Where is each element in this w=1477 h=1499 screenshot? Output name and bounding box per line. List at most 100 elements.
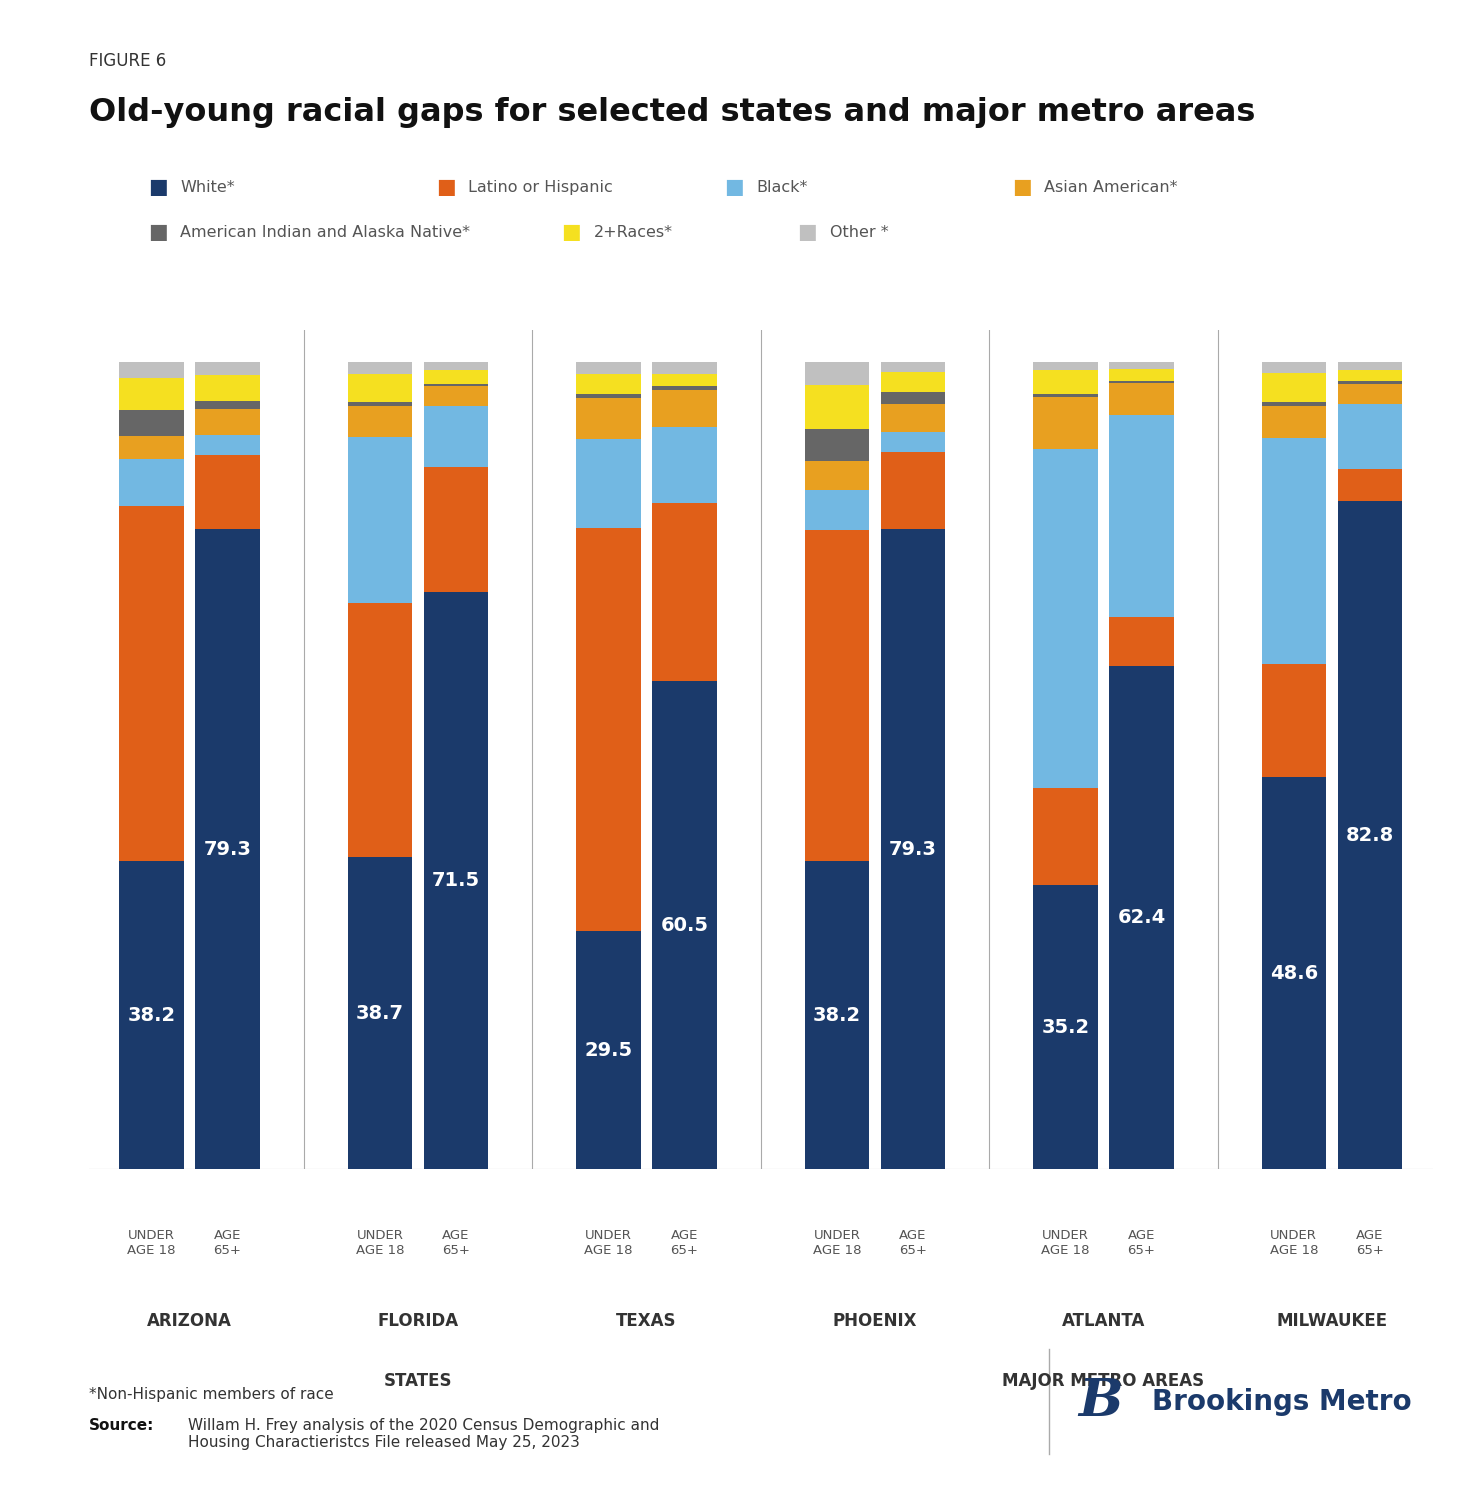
Text: Source:: Source: [89,1418,154,1433]
Text: 2+Races*: 2+Races* [594,225,672,240]
Bar [120,505,183,860]
Text: UNDER
AGE 18: UNDER AGE 18 [583,1229,632,1258]
Bar [880,391,945,405]
Bar [653,363,716,375]
Text: MAJOR METRO AREAS: MAJOR METRO AREAS [1003,1372,1204,1390]
Bar [1338,363,1402,370]
Bar [1338,370,1402,381]
Text: Other *: Other * [830,225,889,240]
Text: STATES: STATES [384,1372,452,1390]
Bar [576,528,641,931]
Text: 79.3: 79.3 [204,839,251,859]
Text: 38.2: 38.2 [812,1006,861,1024]
Bar [347,603,412,857]
Bar [120,363,183,378]
Bar [805,462,868,490]
Bar [347,363,412,375]
Text: ■: ■ [1012,177,1031,198]
Text: AGE
65+: AGE 65+ [1356,1229,1384,1258]
Text: AGE
65+: AGE 65+ [671,1229,699,1258]
Text: MILWAUKEE: MILWAUKEE [1276,1312,1387,1330]
Text: ■: ■ [798,222,817,243]
Bar [653,387,716,390]
Bar [880,363,945,372]
Text: 60.5: 60.5 [660,916,709,934]
Bar [576,394,641,399]
Bar [195,400,260,409]
Bar [1338,405,1402,469]
Bar [347,375,412,402]
Text: 38.7: 38.7 [356,1003,403,1022]
Bar [424,406,489,468]
Bar [1032,884,1097,1169]
Bar [347,438,412,603]
Text: Black*: Black* [756,180,808,195]
Bar [347,402,412,406]
Bar [1261,438,1326,664]
Bar [1109,369,1174,381]
Bar [195,363,260,375]
Bar [805,860,868,1169]
Bar [1109,384,1174,415]
Bar [1338,384,1402,405]
Bar [1109,618,1174,666]
Bar [120,411,183,436]
Bar [424,468,489,592]
Bar [805,490,868,531]
Bar [1261,373,1326,402]
Bar [1338,501,1402,1169]
Text: 82.8: 82.8 [1346,826,1394,844]
Bar [880,432,945,453]
Bar [1032,397,1097,450]
Bar [347,857,412,1169]
Bar [424,387,489,406]
Text: Willam H. Frey analysis of the 2020 Census Demographic and
Housing Charactierist: Willam H. Frey analysis of the 2020 Cens… [188,1418,659,1451]
Bar [880,529,945,1169]
Bar [1109,666,1174,1169]
Bar [653,427,716,504]
Bar [653,390,716,427]
Text: 48.6: 48.6 [1270,964,1317,982]
Bar [1032,394,1097,397]
Bar [195,454,260,529]
Text: ATLANTA: ATLANTA [1062,1312,1145,1330]
Bar [195,409,260,435]
Bar [195,435,260,454]
Bar [576,375,641,394]
Text: White*: White* [180,180,235,195]
Text: Asian American*: Asian American* [1044,180,1177,195]
Text: 35.2: 35.2 [1041,1018,1090,1037]
Bar [576,931,641,1169]
Bar [120,436,183,459]
Bar [1261,363,1326,373]
Text: FIGURE 6: FIGURE 6 [89,52,165,70]
Text: UNDER
AGE 18: UNDER AGE 18 [1041,1229,1090,1258]
Bar [653,681,716,1169]
Text: PHOENIX: PHOENIX [833,1312,917,1330]
Bar [120,459,183,505]
Bar [1032,370,1097,394]
Text: American Indian and Alaska Native*: American Indian and Alaska Native* [180,225,470,240]
Bar [805,385,868,429]
Text: AGE
65+: AGE 65+ [899,1229,928,1258]
Text: FLORIDA: FLORIDA [377,1312,458,1330]
Text: 29.5: 29.5 [585,1040,632,1060]
Bar [195,529,260,1169]
Bar [1261,406,1326,438]
Bar [424,370,489,384]
Text: B: B [1078,1376,1123,1427]
Text: 71.5: 71.5 [431,871,480,890]
Bar [576,363,641,375]
Text: AGE
65+: AGE 65+ [1127,1229,1155,1258]
Text: ARIZONA: ARIZONA [148,1312,232,1330]
Text: 38.2: 38.2 [127,1006,176,1024]
Bar [653,504,716,681]
Bar [1032,363,1097,370]
Text: *Non-Hispanic members of race: *Non-Hispanic members of race [89,1387,334,1402]
Bar [653,375,716,387]
Text: 79.3: 79.3 [889,839,936,859]
Bar [347,406,412,438]
Bar [424,384,489,387]
Text: UNDER
AGE 18: UNDER AGE 18 [812,1229,861,1258]
Bar [195,375,260,400]
